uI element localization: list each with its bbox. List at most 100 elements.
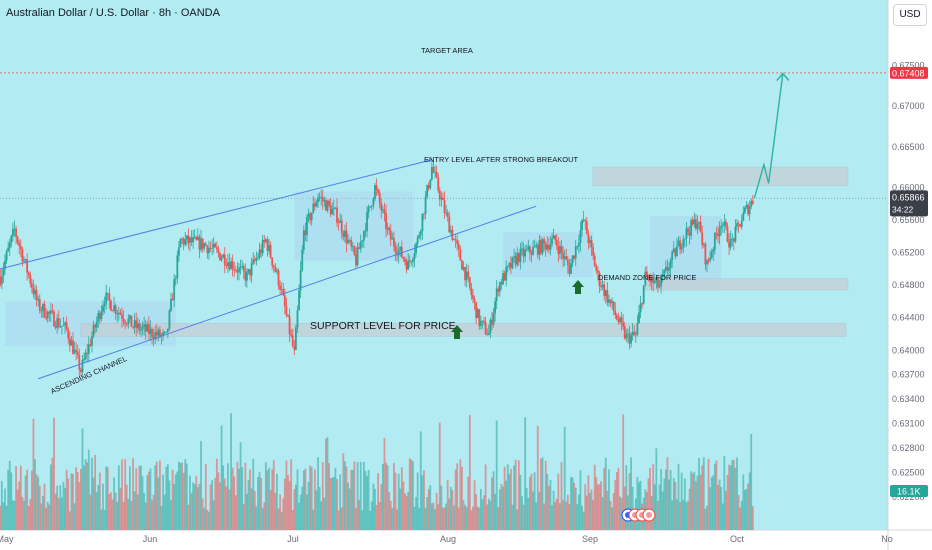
volume-bar: [342, 453, 345, 530]
volume-bar: [274, 493, 277, 530]
time-tick-label: Jul: [287, 534, 299, 544]
volume-bar: [306, 494, 308, 530]
volume-bar: [249, 469, 251, 530]
volume-bar: [113, 477, 115, 530]
volume-bar: [65, 469, 68, 530]
volume-bar: [168, 480, 171, 530]
volume-bar: [0, 505, 2, 530]
candle-body: [168, 310, 171, 329]
candle-body: [625, 334, 628, 339]
candle-body: [456, 240, 459, 244]
volume-bar: [718, 479, 721, 530]
candle-body: [707, 260, 710, 261]
volume-bar: [64, 487, 66, 530]
volume-bar: [339, 474, 342, 530]
candle-body: [688, 232, 691, 236]
candle-body: [122, 318, 125, 322]
candle-body: [152, 337, 155, 340]
volume-bar: [8, 460, 11, 530]
candle-body: [225, 265, 228, 267]
price-tick-label: 0.67500: [892, 60, 925, 70]
candle-body: [744, 207, 746, 213]
volume-bar: [732, 459, 735, 530]
volume-bar: [245, 493, 248, 530]
volume-bar: [198, 483, 201, 530]
volume-bar: [228, 489, 231, 530]
volume-bar: [378, 501, 381, 530]
volume-bar: [124, 459, 127, 530]
volume-bar: [483, 495, 485, 530]
volume-bar: [541, 457, 544, 530]
volume-bar: [600, 481, 602, 530]
volume-bar: [440, 485, 443, 530]
candle-body: [615, 315, 618, 320]
candle-body: [68, 338, 71, 346]
volume-bar: [528, 476, 531, 530]
volume-bar: [546, 473, 549, 530]
candle-body: [38, 299, 41, 311]
candle-body: [500, 282, 503, 285]
time-tick-label: May: [0, 534, 14, 544]
volume-bar: [320, 501, 323, 530]
candle-body: [386, 227, 389, 230]
candle-body: [136, 323, 139, 328]
volume-bar: [345, 466, 348, 530]
candle-body: [385, 213, 387, 230]
candle-body: [364, 231, 367, 232]
candle-body: [397, 249, 400, 256]
volume-bar: [652, 464, 655, 530]
candle-body: [128, 315, 131, 319]
volume-bar: [426, 497, 429, 530]
volume-bar: [18, 481, 21, 530]
volume-bar: [344, 461, 346, 530]
candle-body: [204, 243, 207, 246]
volume-bar: [355, 507, 357, 530]
volume-bar: [671, 500, 674, 530]
candle-body: [603, 284, 606, 297]
volume-bar: [337, 510, 340, 530]
volume-bar: [514, 459, 517, 530]
price-tick-label: 0.64400: [892, 313, 925, 323]
candle-body: [332, 207, 335, 210]
volume-bar: [581, 505, 583, 530]
volume-bar: [21, 496, 24, 530]
candle-body: [201, 238, 204, 249]
volume-bar: [617, 467, 620, 530]
volume-bar: [366, 475, 368, 530]
candle-body: [78, 354, 81, 370]
volume-bar: [40, 503, 43, 530]
volume-bar: [728, 464, 730, 530]
volume-bar: [181, 462, 183, 530]
volume-bar: [136, 494, 139, 530]
volume-bar: [159, 460, 161, 530]
candle-body: [446, 212, 449, 217]
current-price-label: 0.65866: [892, 192, 925, 202]
volume-bar: [443, 507, 446, 530]
candle-body: [111, 310, 114, 312]
volume-bar: [309, 465, 312, 530]
candle-body: [124, 321, 127, 324]
volume-bar: [236, 461, 239, 530]
volume-bar: [494, 493, 497, 530]
volume-bar: [264, 462, 267, 530]
zone-rectangle: [80, 323, 847, 337]
currency-button[interactable]: USD: [893, 4, 927, 26]
candle-body: [51, 310, 54, 312]
volume-bar: [725, 490, 727, 530]
candle-body: [481, 320, 484, 322]
volume-bar: [361, 510, 364, 530]
volume-bar: [97, 484, 100, 530]
volume-bar: [230, 413, 232, 530]
candle-body: [236, 270, 239, 273]
candle-body: [658, 286, 661, 288]
volume-bar: [385, 462, 387, 530]
volume-bar: [295, 484, 297, 530]
volume-bar: [565, 501, 568, 530]
price-tick-label: 0.62800: [892, 443, 925, 453]
volume-bar: [219, 482, 221, 530]
volume-bar: [679, 501, 681, 530]
volume-bar: [312, 509, 315, 530]
volume-bar: [358, 499, 361, 530]
candle-body: [516, 253, 519, 265]
